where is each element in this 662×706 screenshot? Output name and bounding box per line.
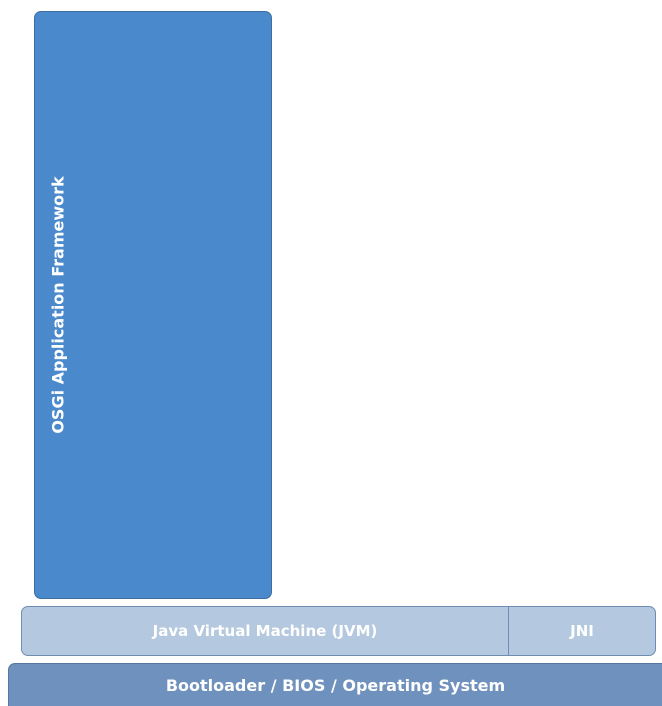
jni-layer-label: JNI (570, 622, 594, 640)
osgi-label-container: OSGi Application Framework (35, 12, 81, 598)
osgi-framework-block: OSGi Application Framework (34, 11, 272, 599)
bootloader-layer-label: Bootloader / BIOS / Operating System (165, 675, 506, 695)
bootloader-layer-block: Bootloader / BIOS / Operating System (8, 663, 662, 706)
osgi-framework-label: OSGi Application Framework (48, 176, 68, 434)
jvm-layer-label: Java Virtual Machine (JVM) (152, 622, 378, 640)
jni-layer-block: JNI (508, 606, 656, 656)
jvm-layer-block: Java Virtual Machine (JVM) (21, 606, 509, 656)
